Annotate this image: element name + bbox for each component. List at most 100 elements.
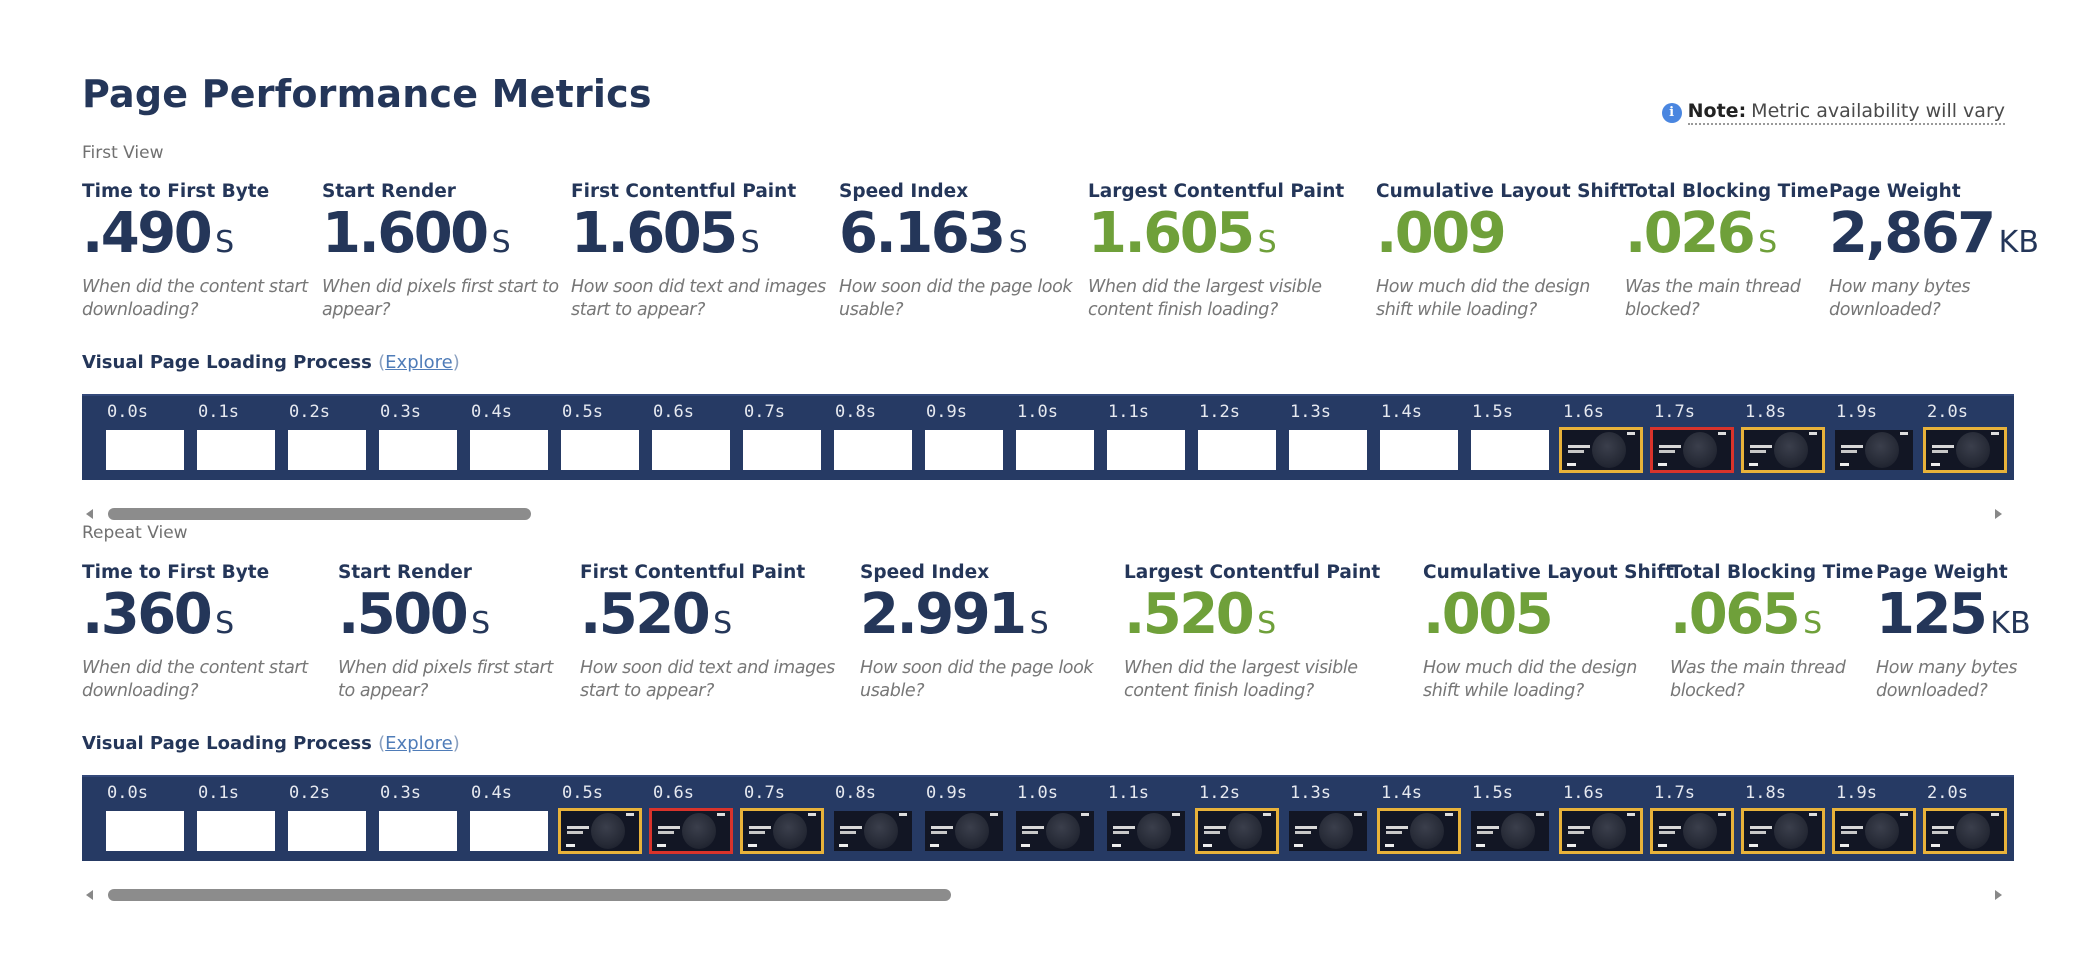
frame-thumbnail[interactable] (288, 811, 366, 851)
frame-thumbnail[interactable] (1471, 811, 1549, 851)
filmstrip-frame[interactable]: 0.7s (719, 777, 824, 861)
frame-thumbnail[interactable] (1471, 430, 1549, 470)
frame-thumbnail[interactable] (1650, 808, 1734, 854)
frame-timestamp: 1.7s (1654, 783, 1695, 803)
metric-availability-note[interactable]: i Note: Metric availability will vary (1661, 100, 2005, 125)
frame-thumbnail[interactable] (561, 430, 639, 470)
frame-thumbnail[interactable] (1741, 427, 1825, 473)
frame-thumbnail[interactable] (197, 430, 275, 470)
frame-thumbnail[interactable] (743, 430, 821, 470)
filmstrip-frame[interactable]: 0.9s (901, 777, 1003, 861)
filmstrip-frame[interactable]: 2.0s (1902, 777, 2007, 861)
frame-thumbnail[interactable] (379, 811, 457, 851)
frame-thumbnail[interactable] (1650, 427, 1734, 473)
filmstrip-frame[interactable]: 0.9s (901, 396, 1003, 480)
filmstrip-frame[interactable]: 1.5s (1447, 777, 1549, 861)
frame-thumbnail[interactable] (288, 430, 366, 470)
first-view-filmstrip-scrollbar[interactable] (82, 506, 2014, 522)
frame-thumbnail[interactable] (1380, 430, 1458, 470)
scrollbar-thumb[interactable] (108, 889, 951, 901)
frame-thumbnail[interactable] (1559, 427, 1643, 473)
filmstrip-frame[interactable]: 0.0s (82, 777, 184, 861)
frame-thumbnail[interactable] (1195, 808, 1279, 854)
frame-thumbnail[interactable] (1289, 811, 1367, 851)
filmstrip-frame[interactable]: 1.7s (1629, 777, 1734, 861)
filmstrip-frame[interactable]: 1.8s (1720, 396, 1825, 480)
filmstrip-frame[interactable]: 1.3s (1265, 777, 1367, 861)
frame-thumbnail[interactable] (1107, 811, 1185, 851)
frame-thumbnail[interactable] (1107, 430, 1185, 470)
frame-thumbnail[interactable] (1289, 430, 1367, 470)
filmstrip-frame[interactable]: 1.7s (1629, 396, 1734, 480)
filmstrip-frame[interactable]: 0.6s (628, 396, 730, 480)
repeat-view-filmstrip[interactable]: 0.0s 0.1s 0.2s 0.3s 0.4s 0.5s 0.6s 0.7s 0.8s 0.9s… (82, 775, 2014, 861)
scroll-left-icon[interactable] (86, 890, 93, 900)
frame-thumbnail[interactable] (1016, 430, 1094, 470)
filmstrip-frame[interactable]: 1.9s (1811, 777, 1916, 861)
filmstrip-frame[interactable]: 1.6s (1538, 396, 1643, 480)
repeat-view-filmstrip-scrollbar[interactable] (82, 887, 2014, 903)
scroll-right-icon[interactable] (1995, 890, 2002, 900)
frame-thumbnail[interactable] (558, 808, 642, 854)
scroll-left-icon[interactable] (86, 509, 93, 519)
filmstrip-frame[interactable]: 1.0s (992, 777, 1094, 861)
frame-thumbnail[interactable] (106, 811, 184, 851)
frame-thumbnail[interactable] (106, 430, 184, 470)
frame-thumbnail[interactable] (652, 430, 730, 470)
frame-thumbnail[interactable] (740, 808, 824, 854)
filmstrip-frame[interactable]: 0.3s (355, 396, 457, 480)
filmstrip-frame[interactable]: 1.6s (1538, 777, 1643, 861)
filmstrip-frame[interactable]: 0.8s (810, 396, 912, 480)
frame-thumbnail[interactable] (1923, 427, 2007, 473)
filmstrip-frame[interactable]: 1.9s (1811, 396, 1913, 480)
frame-thumbnail[interactable] (1832, 808, 1916, 854)
metric-unit: S (1758, 225, 1778, 260)
frame-thumbnail[interactable] (649, 808, 733, 854)
scroll-right-icon[interactable] (1995, 509, 2002, 519)
frame-thumbnail[interactable] (470, 430, 548, 470)
filmstrip-frame[interactable]: 0.4s (446, 396, 548, 480)
explore-link[interactable]: Explore (385, 352, 453, 373)
filmstrip-frame[interactable]: 1.2s (1174, 396, 1276, 480)
scrollbar-thumb[interactable] (108, 508, 531, 520)
filmstrip-frame[interactable]: 0.7s (719, 396, 821, 480)
frame-thumbnail[interactable] (834, 811, 912, 851)
filmstrip-frame[interactable]: 0.1s (173, 777, 275, 861)
filmstrip-frame[interactable]: 1.2s (1174, 777, 1279, 861)
frame-thumbnail[interactable] (470, 811, 548, 851)
filmstrip-frame[interactable]: 0.4s (446, 777, 548, 861)
frame-thumbnail[interactable] (1377, 808, 1461, 854)
filmstrip-frame[interactable]: 1.8s (1720, 777, 1825, 861)
filmstrip-frame[interactable]: 0.6s (628, 777, 733, 861)
filmstrip-frame[interactable]: 1.1s (1083, 396, 1185, 480)
filmstrip-frame[interactable]: 0.2s (264, 396, 366, 480)
frame-thumbnail[interactable] (834, 430, 912, 470)
filmstrip-frame[interactable]: 0.5s (537, 777, 642, 861)
filmstrip-frame[interactable]: 1.5s (1447, 396, 1549, 480)
filmstrip-frame[interactable]: 2.0s (1902, 396, 2007, 480)
filmstrip-frame[interactable]: 0.2s (264, 777, 366, 861)
frame-thumbnail[interactable] (379, 430, 457, 470)
filmstrip-frame[interactable]: 1.4s (1356, 777, 1461, 861)
filmstrip-frame[interactable]: 0.5s (537, 396, 639, 480)
frame-thumbnail[interactable] (1198, 430, 1276, 470)
metric-largest-contentful-paint: Largest Contentful Paint 1.605 S When did t… (1088, 181, 1368, 322)
frame-thumbnail[interactable] (1923, 808, 2007, 854)
filmstrip-frame[interactable]: 1.1s (1083, 777, 1185, 861)
first-view-filmstrip[interactable]: 0.0s 0.1s 0.2s 0.3s 0.4s 0.5s 0.6s 0.7s 0.8s 0.9s… (82, 394, 2014, 480)
filmstrip-frame[interactable]: 1.0s (992, 396, 1094, 480)
frame-thumbnail[interactable] (925, 430, 1003, 470)
frame-thumbnail[interactable] (197, 811, 275, 851)
frame-thumbnail[interactable] (1835, 430, 1913, 470)
frame-thumbnail[interactable] (1741, 808, 1825, 854)
filmstrip-frame[interactable]: 0.0s (82, 396, 184, 480)
filmstrip-frame[interactable]: 0.8s (810, 777, 912, 861)
filmstrip-frame[interactable]: 1.3s (1265, 396, 1367, 480)
explore-link[interactable]: Explore (385, 733, 453, 754)
frame-thumbnail[interactable] (1559, 808, 1643, 854)
filmstrip-frame[interactable]: 0.1s (173, 396, 275, 480)
frame-thumbnail[interactable] (925, 811, 1003, 851)
filmstrip-frame[interactable]: 0.3s (355, 777, 457, 861)
frame-thumbnail[interactable] (1016, 811, 1094, 851)
filmstrip-frame[interactable]: 1.4s (1356, 396, 1458, 480)
